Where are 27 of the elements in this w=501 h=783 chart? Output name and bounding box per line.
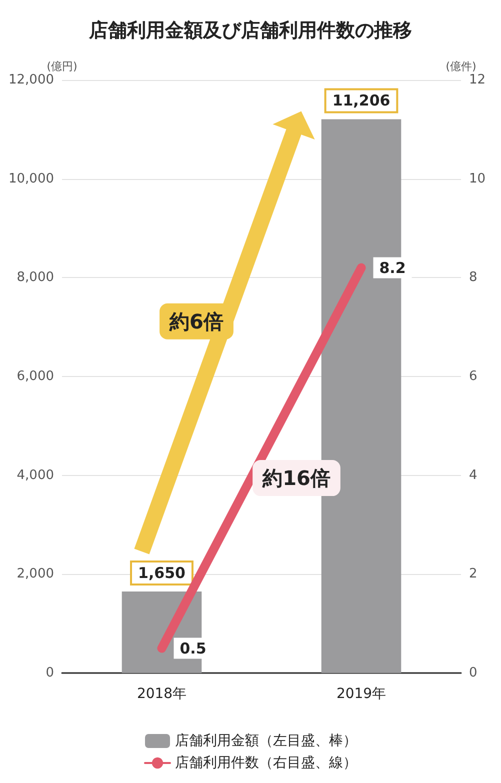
y-tick-label: 4,000 xyxy=(16,468,54,483)
y2-axis-title: (億件) xyxy=(446,60,476,73)
y-axis-title: (億円) xyxy=(46,60,78,73)
annotation: 約16倍 xyxy=(262,466,330,490)
y-tick-label: 0 xyxy=(46,666,54,680)
y2-tick-label: 10 xyxy=(469,171,486,186)
data-label: 0.5 xyxy=(180,639,206,658)
y-tick-label: 6,000 xyxy=(16,369,54,384)
legend-label: 店舗利用件数（右目盛、線） xyxy=(175,755,357,771)
y2-tick-label: 2 xyxy=(469,566,478,582)
y-tick-label: 12,000 xyxy=(8,72,54,88)
data-label: 11,206 xyxy=(332,92,390,110)
y2-tick-label: 0 xyxy=(469,666,478,680)
y-tick-label: 8,000 xyxy=(16,270,54,286)
annotation: 約6倍 xyxy=(168,309,224,334)
x-tick-label: 2019年 xyxy=(336,686,386,702)
y2-tick-label: 4 xyxy=(469,468,478,483)
legend-label: 店舗利用金額（左目盛、棒） xyxy=(175,733,357,749)
data-label: 1,650 xyxy=(138,564,186,582)
y2-tick-label: 6 xyxy=(469,369,478,384)
chart-title: 店舗利用金額及び店舗利用件数の推移 xyxy=(88,20,412,42)
y2-tick-label: 8 xyxy=(469,270,478,286)
y2-tick-label: 12 xyxy=(469,72,486,88)
x-tick-label: 2018年 xyxy=(136,686,187,702)
y-tick-label: 10,000 xyxy=(8,171,54,186)
y-tick-label: 2,000 xyxy=(16,566,54,582)
data-label: 8.2 xyxy=(379,258,406,277)
